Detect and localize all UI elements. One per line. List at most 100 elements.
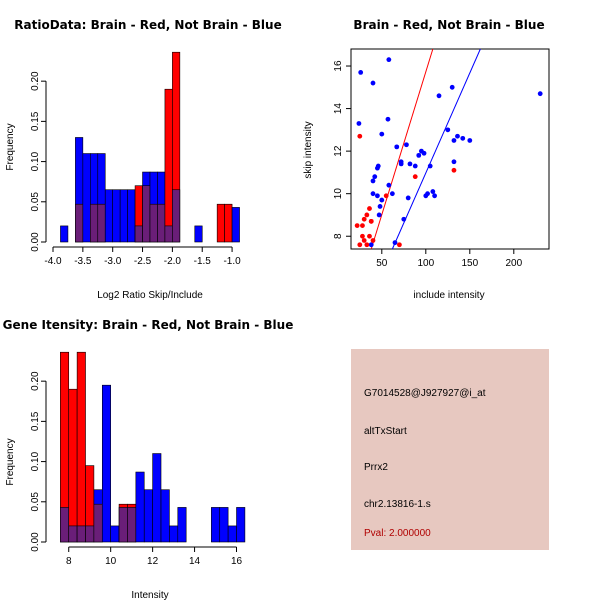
scatter-point-not-brain-22 <box>412 163 418 169</box>
ratio-hist-bars <box>60 51 240 243</box>
scatter-point-not-brain-15 <box>386 182 392 188</box>
scatter-point-not-brain-10 <box>370 191 376 197</box>
ratio-hist-xlabel: Log2 Ratio Skip/Include <box>97 290 203 301</box>
scatter-point-not-brain-17 <box>394 144 400 150</box>
scatter-point-not-brain-25 <box>421 150 427 156</box>
scatter-point-brain-16 <box>397 242 402 248</box>
scatter-point-not-brain-21 <box>407 161 413 167</box>
ratio-hist-bar-not-brain-8 <box>119 189 128 243</box>
intensity-hist-bar-not-brain-12 <box>160 489 170 543</box>
scatter-fit-line-blue <box>391 48 481 250</box>
ratio-hist-y-tick-label: 0.10 <box>30 151 41 171</box>
intensity-hist-bar-not-brain-13 <box>169 525 179 543</box>
scatter-point-brain-13 <box>383 193 389 199</box>
intensity-hist-bar-not-brain-20 <box>227 525 237 543</box>
scatter-point-not-brain-12 <box>379 197 385 203</box>
scatter-y-tick-label: 12 <box>333 145 344 157</box>
scatter-plot-box <box>350 48 550 250</box>
scatter-point-not-brain-13 <box>377 204 383 209</box>
scatter-point-not-brain-19 <box>398 161 404 167</box>
info-panel: G7014528@J927927@i_at altTxStart Prrx2 c… <box>351 349 549 550</box>
scatter-point-not-brain-28 <box>430 189 436 194</box>
scatter-point-not-brain-3 <box>386 57 392 63</box>
ratio-hist-bar-not-brain-6 <box>104 189 113 243</box>
scatter-point-brain-3 <box>361 216 367 222</box>
scatter-y-tick-label: 16 <box>333 60 344 72</box>
intensity-hist-y-tick-label: 0.10 <box>30 451 41 471</box>
scatter-point-brain-15 <box>451 167 457 173</box>
ratio-hist-bar-overlap-5 <box>97 203 106 243</box>
intensity-hist-x-tick-label: 12 <box>147 556 159 567</box>
ratio-hist-bar-overlap-13 <box>157 203 166 243</box>
ratio-hist-x-tick-label: -4.0 <box>44 256 62 267</box>
intensity-hist-xlabel: Intensity <box>131 590 168 600</box>
intensity-hist-bar-not-brain-10 <box>143 489 153 543</box>
intensity-hist-bar-not-brain-18 <box>211 507 221 543</box>
ratio-hist-bar-overlap-4 <box>90 203 99 243</box>
intensity-hist-bar-overlap-2 <box>76 525 86 543</box>
scatter-y-tick-label: 8 <box>333 233 344 239</box>
intensity-hist-x-tick-label: 16 <box>231 556 243 567</box>
info-gene-name: Prrx2 <box>364 462 388 473</box>
scatter-point-not-brain-5 <box>379 131 385 137</box>
scatter-point-brain-1 <box>354 223 360 228</box>
scatter-x-tick-label: 150 <box>461 258 478 269</box>
scatter-panel: Brain - Red, Not Brain - Blue 50 100 150 20… <box>303 18 550 301</box>
scatter-point-not-brain-9 <box>375 163 381 169</box>
intensity-hist-x-tick-label: 8 <box>66 556 72 567</box>
scatter-point-brain-4 <box>364 212 370 218</box>
intensity-hist-bar-not-brain-9 <box>135 471 145 543</box>
intensity-hist-bar-overlap-7 <box>118 507 128 543</box>
ratio-hist-bar-overlap-2 <box>75 203 84 243</box>
intensity-hist-bar-not-brain-6 <box>110 525 120 543</box>
ratio-hist-bar-overlap-14 <box>164 225 173 243</box>
intensity-histogram-panel: Gene Itensity: Brain - Red, Not Brain - … <box>3 318 294 600</box>
intensity-hist-bar-overlap-8 <box>127 507 137 543</box>
ratio-hist-x-tick-label: -1.5 <box>194 256 212 267</box>
ratio-hist-x-tick-label: -3.5 <box>74 256 92 267</box>
ratio-hist-y-tick-label: 0.00 <box>30 232 41 252</box>
scatter-point-not-brain-43 <box>537 91 543 97</box>
scatter-point-not-brain-23 <box>416 152 422 158</box>
scatter-point-brain-5 <box>367 206 372 211</box>
ratio-hist-bar-not-brain-0 <box>60 225 69 243</box>
intensity-hist-bar-not-brain-5 <box>101 384 111 543</box>
ratio-hist-title: RatioData: Brain - Red, Not Brain - Blue <box>14 18 281 32</box>
info-location: chr2.13816-1.s <box>364 499 431 510</box>
intensity-hist-bar-brain-1 <box>68 388 78 543</box>
intensity-hist-bars <box>60 351 246 543</box>
ratio-hist-bar-brain-14 <box>164 88 173 243</box>
scatter-point-not-brain-32 <box>445 127 451 133</box>
intensity-hist-bar-brain-2 <box>76 351 86 543</box>
scatter-point-not-brain-42 <box>368 242 374 248</box>
scatter-point-not-brain-29 <box>432 193 437 199</box>
scatter-point-brain-11 <box>370 238 376 243</box>
scatter-y-tick-label: 10 <box>333 188 344 200</box>
scatter-axes: 50 100 150 200 8 10 12 14 16 <box>333 60 523 269</box>
scatter-fit-line-red <box>370 48 434 250</box>
scatter-point-not-brain-31 <box>449 84 455 90</box>
intensity-hist-bar-overlap-3 <box>85 525 95 543</box>
intensity-hist-bar-not-brain-19 <box>219 507 229 543</box>
ratio-hist-x-tick-label: -1.0 <box>223 256 241 267</box>
intensity-hist-bar-overlap-0 <box>60 507 70 543</box>
intensity-hist-bar-not-brain-11 <box>152 453 162 543</box>
ratio-hist-bar-overlap-15 <box>172 189 181 243</box>
scatter-point-not-brain-2 <box>370 80 376 86</box>
scatter-x-tick-label: 50 <box>376 258 388 269</box>
ratio-hist-bar-not-brain-7 <box>112 189 121 243</box>
scatter-point-not-brain-36 <box>467 138 473 143</box>
intensity-hist-y-tick-label: 0.05 <box>30 492 41 512</box>
intensity-hist-axes: 8 10 12 14 16 0.00 0.05 0.10 0.15 0.20 <box>30 371 243 567</box>
ratio-hist-y-tick-label: 0.20 <box>30 71 41 91</box>
info-pval: Pval: 2.000000 <box>364 528 431 539</box>
info-probe-id: G7014528@J927927@i_at <box>364 388 486 399</box>
scatter-title: Brain - Red, Not Brain - Blue <box>353 18 544 32</box>
intensity-hist-bar-not-brain-14 <box>177 507 187 543</box>
scatter-x-tick-label: 100 <box>417 258 434 269</box>
ratio-hist-bar-overlap-12 <box>149 203 158 243</box>
ratio-hist-axes: -4.0 -3.5 -3.0 -2.5 -2.0 -1.5 -1.0 0.00 0.05 0.10… <box>30 71 241 267</box>
scatter-point-not-brain-34 <box>455 133 460 139</box>
ratio-hist-bar-not-brain-18 <box>194 225 203 243</box>
